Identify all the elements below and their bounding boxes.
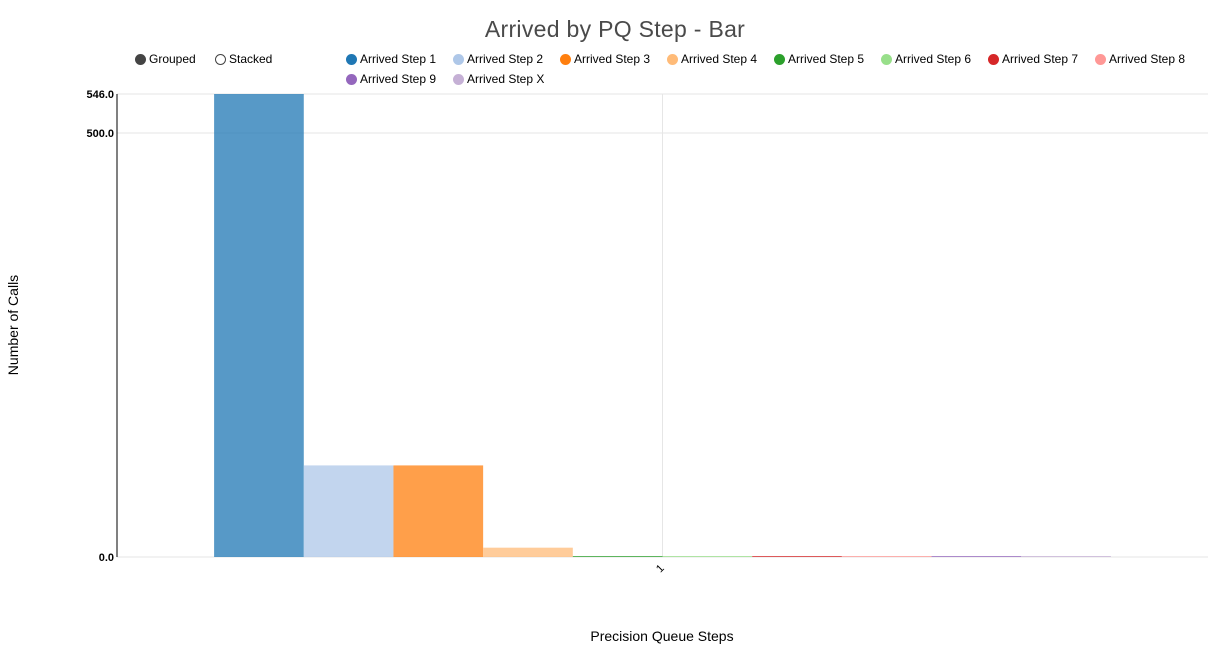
grouped-radio-icon	[135, 53, 146, 65]
legend-label: Arrived Step 5	[788, 52, 865, 66]
grouped-label: Grouped	[149, 52, 196, 66]
legend-swatch-icon	[560, 53, 571, 65]
bar-arrived-step-x	[1021, 556, 1111, 557]
grouped-toggle[interactable]: Grouped	[135, 52, 196, 66]
legend-label: Arrived Step 9	[360, 72, 437, 86]
legend-swatch-icon	[453, 73, 464, 85]
legend-item-step-2[interactable]: Arrived Step 2	[453, 52, 543, 66]
legend-swatch-icon	[346, 53, 357, 65]
legend-item-step-6[interactable]: Arrived Step 6	[881, 52, 971, 66]
legend-item-step-4[interactable]: Arrived Step 4	[667, 52, 757, 66]
bar-arrived-step-6	[662, 556, 753, 557]
legend-item-step-7[interactable]: Arrived Step 7	[988, 52, 1078, 66]
legend-label: Arrived Step 2	[467, 52, 544, 66]
legend-label: Arrived Step 6	[895, 52, 972, 66]
chart-title: Arrived by PQ Step - Bar	[484, 16, 746, 42]
y-tick-label: 546.0	[86, 89, 114, 101]
legend-label: Arrived Step 3	[574, 52, 651, 66]
legend-label: Arrived Step 4	[681, 52, 758, 66]
bar-arrived-step-9	[931, 556, 1022, 557]
legend-label: Arrived Step 8	[1109, 52, 1186, 66]
stacked-label: Stacked	[229, 52, 273, 66]
legend-swatch-icon	[667, 53, 678, 65]
bar-arrived-step-3	[393, 465, 484, 557]
x-axis-label: Precision Queue Steps	[590, 628, 734, 644]
bar-arrived-step-5	[572, 556, 663, 557]
legend-swatch-icon	[346, 73, 357, 85]
x-tick-label: 1	[654, 562, 667, 575]
y-tick-label: 500.0	[86, 128, 114, 140]
y-axis-label: Number of Calls	[5, 274, 21, 376]
bar-arrived-step-8	[841, 556, 932, 557]
legend-item-step-x[interactable]: Arrived Step X	[453, 72, 544, 86]
legend-swatch-icon	[453, 53, 464, 65]
stacked-radio-icon	[215, 53, 226, 65]
legend-swatch-icon	[1095, 53, 1106, 65]
bar-arrived-step-2	[303, 465, 394, 557]
legend-label: Arrived Step 1	[360, 52, 437, 66]
legend-label: Arrived Step 7	[1002, 52, 1079, 66]
bar-arrived-step-4	[483, 547, 573, 557]
legend-swatch-icon	[774, 53, 785, 65]
legend-swatch-icon	[988, 53, 999, 65]
legend-item-step-8[interactable]: Arrived Step 8	[1095, 52, 1185, 66]
legend-item-step-1[interactable]: Arrived Step 1	[346, 52, 436, 66]
bar-arrived-step-1	[214, 94, 304, 557]
legend-label: Arrived Step X	[467, 72, 545, 86]
legend-item-step-9[interactable]: Arrived Step 9	[346, 72, 436, 86]
legend-swatch-icon	[881, 53, 892, 65]
legend-item-step-3[interactable]: Arrived Step 3	[560, 52, 650, 66]
y-tick-label: 0.0	[99, 552, 114, 564]
stacked-toggle[interactable]: Stacked	[215, 52, 272, 66]
legend-item-step-5[interactable]: Arrived Step 5	[774, 52, 864, 66]
bar-arrived-step-7	[752, 556, 842, 557]
